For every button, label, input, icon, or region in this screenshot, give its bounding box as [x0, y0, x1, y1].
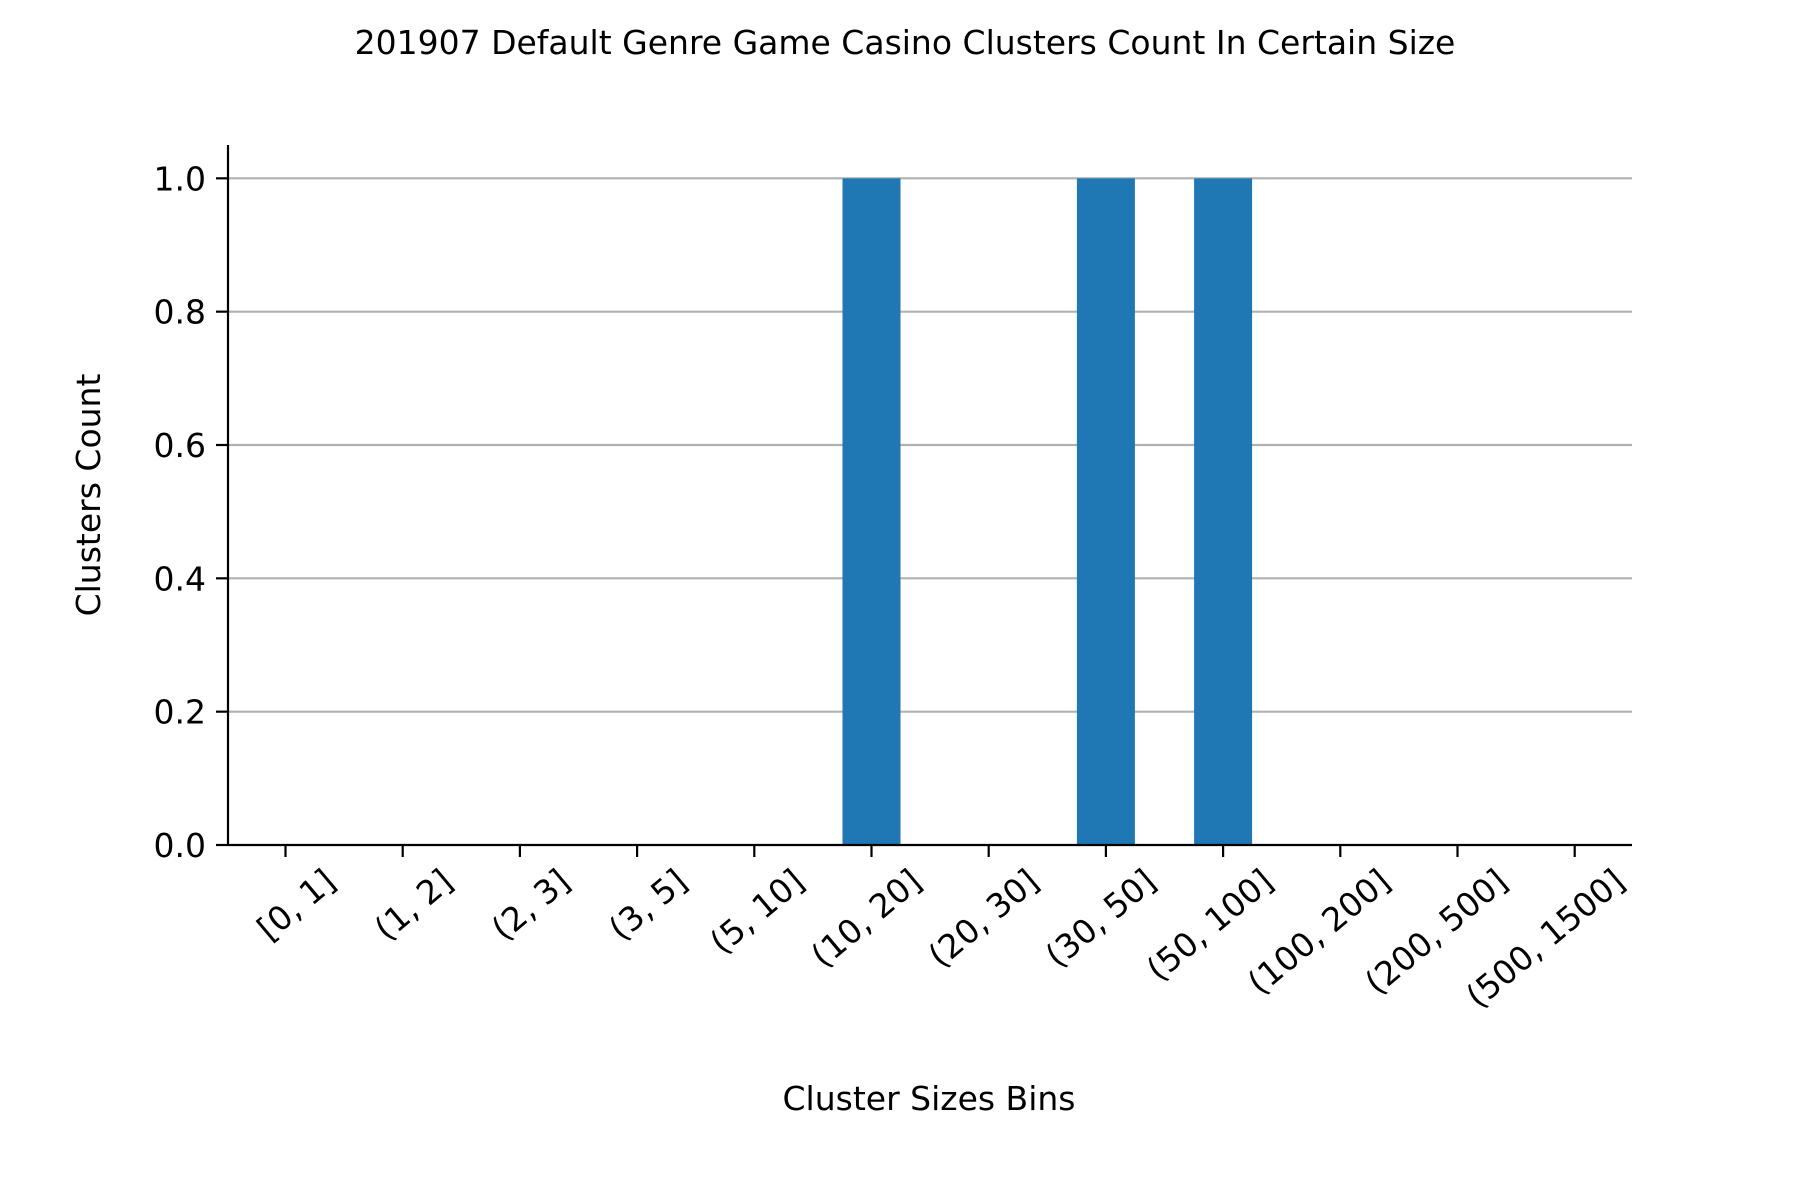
x-tick-label: (5, 10]	[702, 861, 811, 961]
x-ticks: [0, 1] (1, 2] (2, 3] (3, 5] (5, 10](10, 20](…	[250, 845, 1632, 1016]
x-tick-label: (20, 30]	[921, 861, 1046, 975]
bars	[842, 178, 1253, 846]
x-tick-label: [0, 1]	[250, 861, 343, 948]
y-ticks: 0.0 0.2 0.4 0.6 0.8 1.0	[154, 159, 228, 865]
x-tick-label: (2, 3]	[484, 861, 577, 948]
y-axis-label: Clusters Count	[69, 374, 108, 617]
y-tick-label: 1.0	[154, 159, 206, 198]
grid-lines	[228, 177, 1632, 713]
bar	[1194, 178, 1253, 846]
y-tick-label: 0.4	[154, 559, 206, 598]
y-tick-label: 0.2	[154, 693, 206, 732]
x-tick-label: (1, 2]	[367, 861, 460, 948]
bar	[1076, 178, 1135, 846]
x-tick-label: (10, 20]	[803, 861, 928, 975]
y-tick-label: 0.0	[154, 826, 206, 865]
y-tick-label: 0.8	[154, 293, 206, 332]
y-tick-label: 0.6	[154, 426, 206, 465]
chart-title: 201907 Default Genre Game Casino Cluster…	[355, 23, 1456, 62]
bar	[842, 178, 901, 846]
x-axis-label: Cluster Sizes Bins	[783, 1079, 1076, 1118]
x-tick-label: (3, 5]	[601, 861, 694, 948]
